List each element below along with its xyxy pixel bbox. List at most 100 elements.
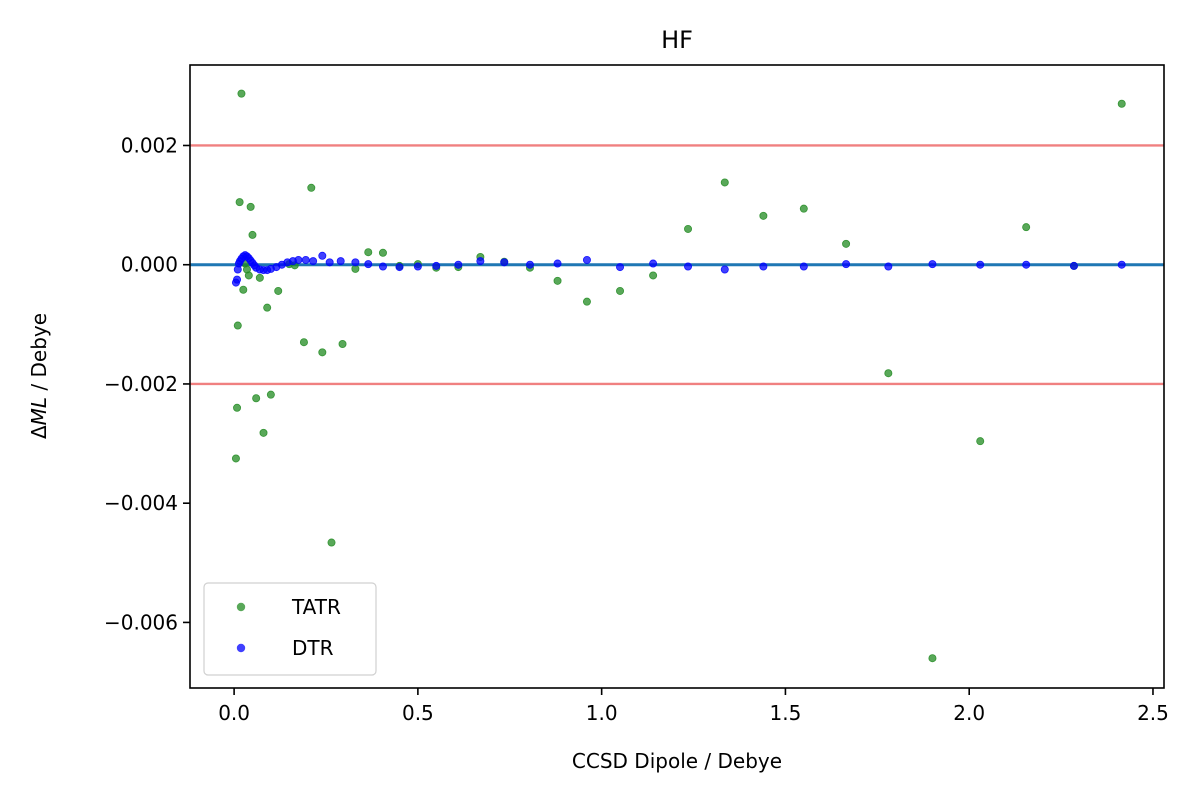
legend-label-dtr: DTR: [292, 636, 334, 660]
data-point-dtr: [294, 255, 303, 264]
data-point-tatr: [553, 276, 562, 285]
data-point-tatr: [616, 286, 625, 295]
y-tick-label: −0.002: [104, 372, 178, 396]
y-tick-label: 0.000: [121, 253, 178, 277]
y-tick-label: −0.006: [104, 610, 178, 634]
data-point-tatr: [351, 264, 360, 273]
y-axis-label-suffix: / Debye: [27, 313, 51, 397]
legend-label-tatr: TATR: [291, 595, 341, 619]
data-point-tatr: [233, 403, 242, 412]
data-point-tatr: [884, 369, 893, 378]
data-point-tatr: [649, 271, 658, 280]
data-point-dtr: [799, 262, 808, 271]
y-axis-ticks: 0.002 0.000 −0.002 −0.004 −0.006: [104, 133, 190, 634]
data-point-tatr: [246, 202, 255, 211]
data-point-tatr: [299, 338, 308, 347]
data-point-tatr: [759, 211, 768, 220]
data-point-tatr: [255, 273, 264, 282]
data-point-tatr: [1022, 223, 1031, 232]
y-tick-label: 0.002: [121, 133, 178, 157]
data-point-dtr: [884, 262, 893, 271]
data-point-dtr: [325, 258, 334, 267]
data-point-tatr: [252, 394, 261, 403]
y-axis-label-prefix: Δ: [27, 425, 51, 439]
data-point-tatr: [928, 654, 937, 663]
data-point-tatr: [684, 224, 693, 233]
data-point-dtr: [364, 260, 373, 269]
y-tick-label: −0.004: [104, 491, 178, 515]
data-point-dtr: [928, 260, 937, 269]
data-point-tatr: [244, 271, 253, 280]
data-point-dtr: [318, 251, 327, 260]
x-tick-label: 2.0: [953, 701, 985, 725]
data-point-dtr: [309, 257, 318, 266]
data-point-tatr: [327, 538, 336, 547]
x-tick-label: 0.0: [218, 701, 250, 725]
x-axis-label: CCSD Dipole / Debye: [572, 749, 782, 773]
data-point-dtr: [336, 257, 345, 266]
legend-box: [203, 582, 377, 676]
data-point-dtr: [454, 260, 463, 269]
data-point-tatr: [842, 239, 851, 248]
data-point-tatr: [231, 454, 240, 463]
x-tick-label: 1.0: [586, 701, 618, 725]
legend-marker-dtr: [236, 643, 246, 653]
data-series: [231, 89, 1126, 663]
data-point-dtr: [378, 262, 387, 271]
x-axis-ticks: 0.0 0.5 1.0 1.5 2.0 2.5: [218, 688, 1169, 725]
x-tick-label: 0.5: [402, 701, 434, 725]
data-point-dtr: [553, 259, 562, 268]
data-point-tatr: [799, 204, 808, 213]
y-axis-label-symbol: ML: [27, 397, 51, 425]
data-point-dtr: [684, 262, 693, 271]
data-point-dtr: [720, 265, 729, 274]
data-point-dtr: [759, 262, 768, 271]
data-point-dtr: [649, 259, 658, 268]
data-point-tatr: [378, 248, 387, 257]
x-tick-label: 1.5: [770, 701, 802, 725]
data-point-tatr: [1117, 99, 1126, 108]
data-point-dtr: [432, 261, 441, 270]
data-point-tatr: [307, 183, 316, 192]
data-point-dtr: [976, 260, 985, 269]
data-point-tatr: [274, 286, 283, 295]
legend: TATR DTR: [203, 582, 377, 676]
data-point-dtr: [1117, 260, 1126, 269]
series-dtr: [231, 251, 1126, 287]
data-point-tatr: [266, 390, 275, 399]
data-point-tatr: [263, 303, 272, 312]
data-point-tatr: [259, 428, 268, 437]
data-point-dtr: [1022, 260, 1031, 269]
chart-title: HF: [661, 26, 693, 54]
data-point-tatr: [976, 437, 985, 446]
data-point-dtr: [301, 255, 310, 264]
data-point-dtr: [616, 263, 625, 272]
data-point-dtr: [233, 275, 242, 284]
data-point-dtr: [476, 257, 485, 266]
data-point-dtr: [1069, 261, 1078, 270]
data-point-tatr: [720, 178, 729, 187]
data-point-tatr: [235, 198, 244, 207]
data-point-dtr: [413, 262, 422, 271]
y-axis-label: ΔML / Debye: [27, 313, 51, 439]
legend-marker-tatr: [236, 602, 246, 612]
data-point-tatr: [582, 297, 591, 306]
data-point-tatr: [338, 340, 347, 349]
data-point-tatr: [239, 285, 248, 294]
plot-frame: [189, 64, 1165, 689]
x-tick-label: 2.5: [1137, 701, 1169, 725]
data-point-tatr: [237, 89, 246, 98]
data-point-dtr: [351, 258, 360, 267]
data-point-dtr: [525, 260, 534, 269]
data-point-tatr: [248, 230, 257, 239]
data-point-tatr: [318, 348, 327, 357]
data-point-tatr: [233, 321, 242, 330]
data-point-dtr: [500, 258, 509, 267]
data-point-dtr: [395, 263, 404, 272]
data-point-tatr: [364, 248, 373, 257]
data-point-dtr: [582, 255, 591, 264]
data-point-dtr: [842, 260, 851, 269]
